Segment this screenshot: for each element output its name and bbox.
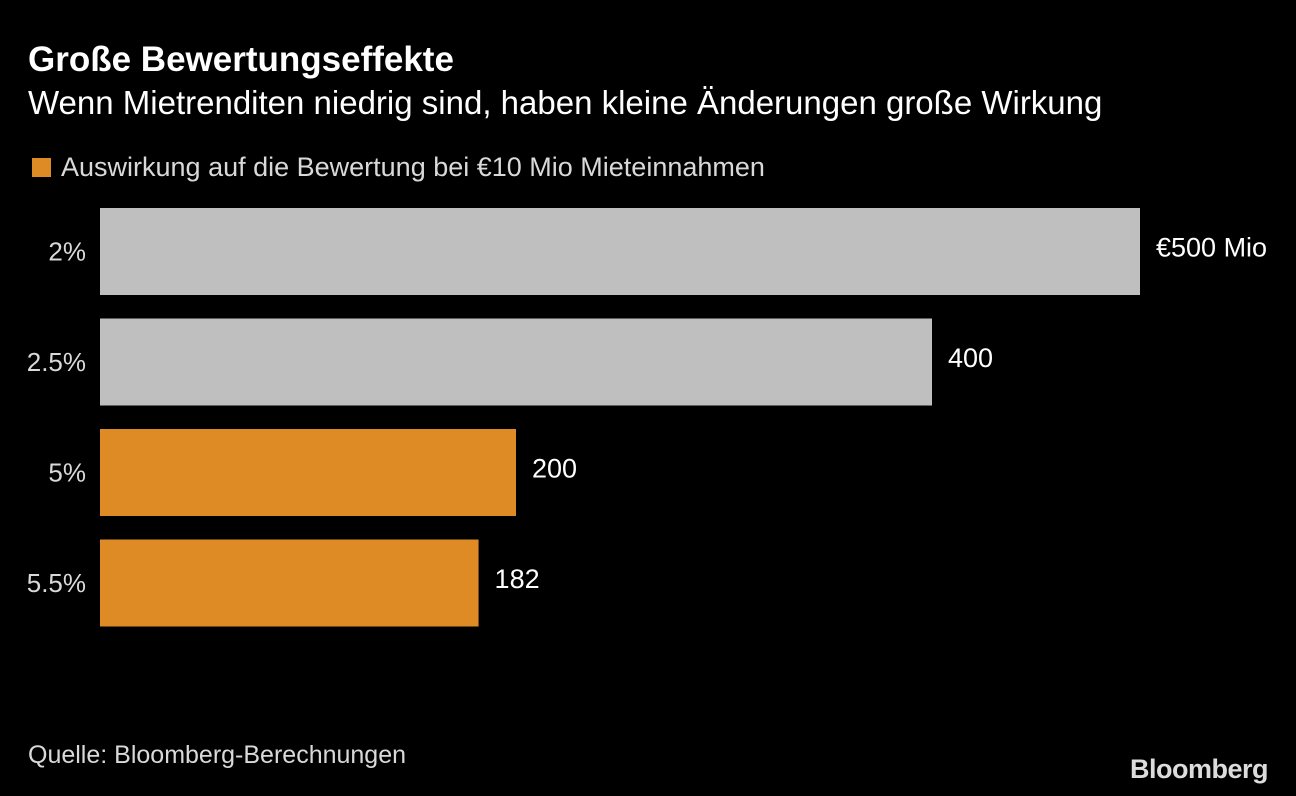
category-label: 5.5% <box>27 568 86 598</box>
category-label: 2% <box>48 237 86 267</box>
chart-subtitle: Wenn Mietrenditen niedrig sind, haben kl… <box>28 84 1103 121</box>
legend: Auswirkung auf die Bewertung bei €10 Mio… <box>32 152 765 183</box>
bloomberg-logo: Bloomberg <box>1129 754 1269 784</box>
category-label: 2.5% <box>27 347 86 377</box>
value-label: 200 <box>532 454 577 484</box>
legend-label: Auswirkung auf die Bewertung bei €10 Mio… <box>61 152 765 182</box>
chart-title: Große Bewertungseffekte <box>28 40 454 79</box>
value-label: 182 <box>495 564 540 594</box>
bar-2% <box>100 208 1140 295</box>
bar-chart: 2% €500 Mio 2.5% 400 5% 200 5.5% 182 <box>27 208 1267 627</box>
source-note: Quelle: Bloomberg-Berechnungen <box>28 741 407 769</box>
bar-5.5% <box>100 539 479 627</box>
legend-swatch <box>32 158 51 177</box>
value-label: 400 <box>948 343 993 373</box>
bar-5% <box>100 429 516 516</box>
value-label: €500 Mio <box>1156 233 1267 263</box>
category-label: 5% <box>48 458 86 488</box>
bar-2.5% <box>100 318 932 406</box>
